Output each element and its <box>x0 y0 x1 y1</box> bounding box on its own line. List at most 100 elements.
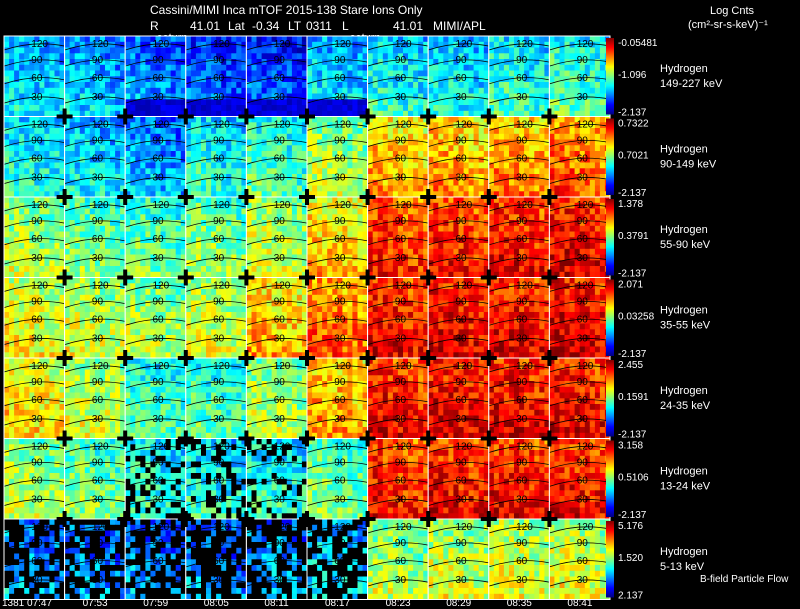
contour-label: 60 <box>334 314 346 325</box>
contour-label: 30 <box>334 334 346 345</box>
contour-label: 120 <box>456 442 473 453</box>
contour-label: 30 <box>334 253 346 264</box>
contour-label: 120 <box>516 442 533 453</box>
energy-range-label: 90-149 keV <box>660 159 717 171</box>
contour-label: 60 <box>577 234 589 245</box>
heatmap-panel: 120 90 60 30 <box>185 35 247 117</box>
contour-label: 60 <box>395 314 407 325</box>
contour-label: 120 <box>334 281 351 292</box>
heatmap-panel: 120 90 60 30 <box>488 116 550 198</box>
contour-label: 90 <box>213 377 225 388</box>
heatmap-panel: 120 90 60 30 <box>367 35 429 117</box>
heatmap-panel: 120 90 60 30 <box>124 35 187 117</box>
contour-label: 90 <box>516 297 528 308</box>
contour-label: 120 <box>274 120 291 131</box>
contour-label: 90 <box>92 136 104 147</box>
contour-label: 90 <box>577 538 589 549</box>
contour-label: 90 <box>274 55 286 66</box>
time-tick-label: 08:17 <box>325 598 350 609</box>
heatmap-panel: 120 90 60 30 <box>64 357 126 439</box>
contour-label: 120 <box>456 361 473 372</box>
heatmap-panel: 120 90 60 30 <box>306 116 369 198</box>
heatmap-panel: 120 90 60 30 <box>427 518 490 600</box>
contour-label: 60 <box>31 556 43 567</box>
contour-label: 120 <box>334 120 351 131</box>
contour-label: 90 <box>456 538 468 549</box>
contour-label: 120 <box>516 120 533 131</box>
contour-label: 90 <box>213 458 225 469</box>
heatmap-panel: 120 90 60 30 <box>488 357 550 439</box>
contour-label: 120 <box>92 120 109 131</box>
contour-label: 120 <box>395 39 412 50</box>
contour-label: 60 <box>274 234 286 245</box>
contour-label: 60 <box>456 395 468 406</box>
contour-label: 60 <box>395 395 407 406</box>
time-tick-label: 1381 07:47 <box>2 598 52 609</box>
contour-label: 120 <box>456 39 473 50</box>
contour-label: 90 <box>92 538 104 549</box>
heatmap-panel: 120 90 60 30 <box>245 116 308 198</box>
contour-label: 90 <box>395 297 407 308</box>
heatmap-panel: 120 90 60 30 <box>124 357 187 439</box>
contour-label: 120 <box>92 522 109 533</box>
contour-label: 120 <box>31 361 48 372</box>
contour-label: 30 <box>577 173 589 184</box>
contour-label: 30 <box>92 414 104 425</box>
contour-label: 120 <box>334 200 351 211</box>
contour-label: 90 <box>274 297 286 308</box>
lat-label: Lat <box>228 19 245 33</box>
contour-label: 90 <box>395 377 407 388</box>
contour-label: 120 <box>92 442 109 453</box>
contour-label: 30 <box>395 173 407 184</box>
contour-label: 30 <box>577 575 589 586</box>
contour-label: 60 <box>274 556 286 567</box>
heatmap-panel: 120 90 60 30 <box>3 35 66 117</box>
heatmap-panel: 120 90 60 30 <box>306 357 369 439</box>
contour-label: 30 <box>395 495 407 506</box>
contour-label: 120 <box>213 39 230 50</box>
contour-label: 90 <box>577 297 589 308</box>
heatmap-panel: 120 90 60 30 <box>548 116 611 198</box>
heatmap-panel: 120 90 60 30 <box>488 196 550 278</box>
contour-label: 30 <box>92 495 104 506</box>
colorbar-max-label: 3.158 <box>618 441 643 452</box>
species-label: Hydrogen <box>660 144 708 156</box>
contour-label: 120 <box>456 120 473 131</box>
contour-label: 30 <box>456 334 468 345</box>
species-label: Hydrogen <box>660 224 708 236</box>
heatmap-panel: 120 90 60 30 <box>306 196 369 278</box>
heatmap-panel: 120 90 60 30 <box>3 357 66 439</box>
contour-label: 60 <box>213 234 225 245</box>
heatmap-panel: 120 90 60 30 <box>3 196 66 278</box>
contour-label: 120 <box>516 522 533 533</box>
contour-label: 60 <box>153 395 165 406</box>
heatmap-panel: 120 90 60 30 <box>64 518 126 600</box>
contour-label: 120 <box>213 281 230 292</box>
colorbar-mid-label: 1.520 <box>618 553 643 564</box>
contour-label: 30 <box>213 414 225 425</box>
contour-label: 60 <box>516 153 528 164</box>
contour-label: 30 <box>213 173 225 184</box>
contour-label: 120 <box>334 522 351 533</box>
contour-label: 90 <box>31 297 43 308</box>
contour-label: 30 <box>516 495 528 506</box>
contour-label: 90 <box>153 297 165 308</box>
colorbar-max-label: 1.378 <box>618 199 643 210</box>
heatmap-panel: 120 90 60 30 <box>245 196 308 278</box>
contour-label: 120 <box>395 120 412 131</box>
contour-label: 30 <box>334 575 346 586</box>
contour-label: 120 <box>153 281 170 292</box>
colorbar <box>606 279 614 356</box>
heatmap-panel: 120 90 60 30 <box>427 438 490 520</box>
heatmap-panel: 120 90 60 30 <box>124 277 187 359</box>
contour-label: 60 <box>456 153 468 164</box>
contour-label: 30 <box>213 92 225 103</box>
contour-label: 90 <box>456 216 468 227</box>
contour-label: 90 <box>577 458 589 469</box>
contour-label: 30 <box>456 173 468 184</box>
contour-label: 90 <box>456 136 468 147</box>
contour-label: 120 <box>213 120 230 131</box>
contour-label: 90 <box>456 55 468 66</box>
energy-row-6: 120 90 60 30 120 90 60 30 120 90 60 30 120 90 60 30 120 9… <box>3 430 711 521</box>
time-tick-label: 08:11 <box>264 598 289 609</box>
